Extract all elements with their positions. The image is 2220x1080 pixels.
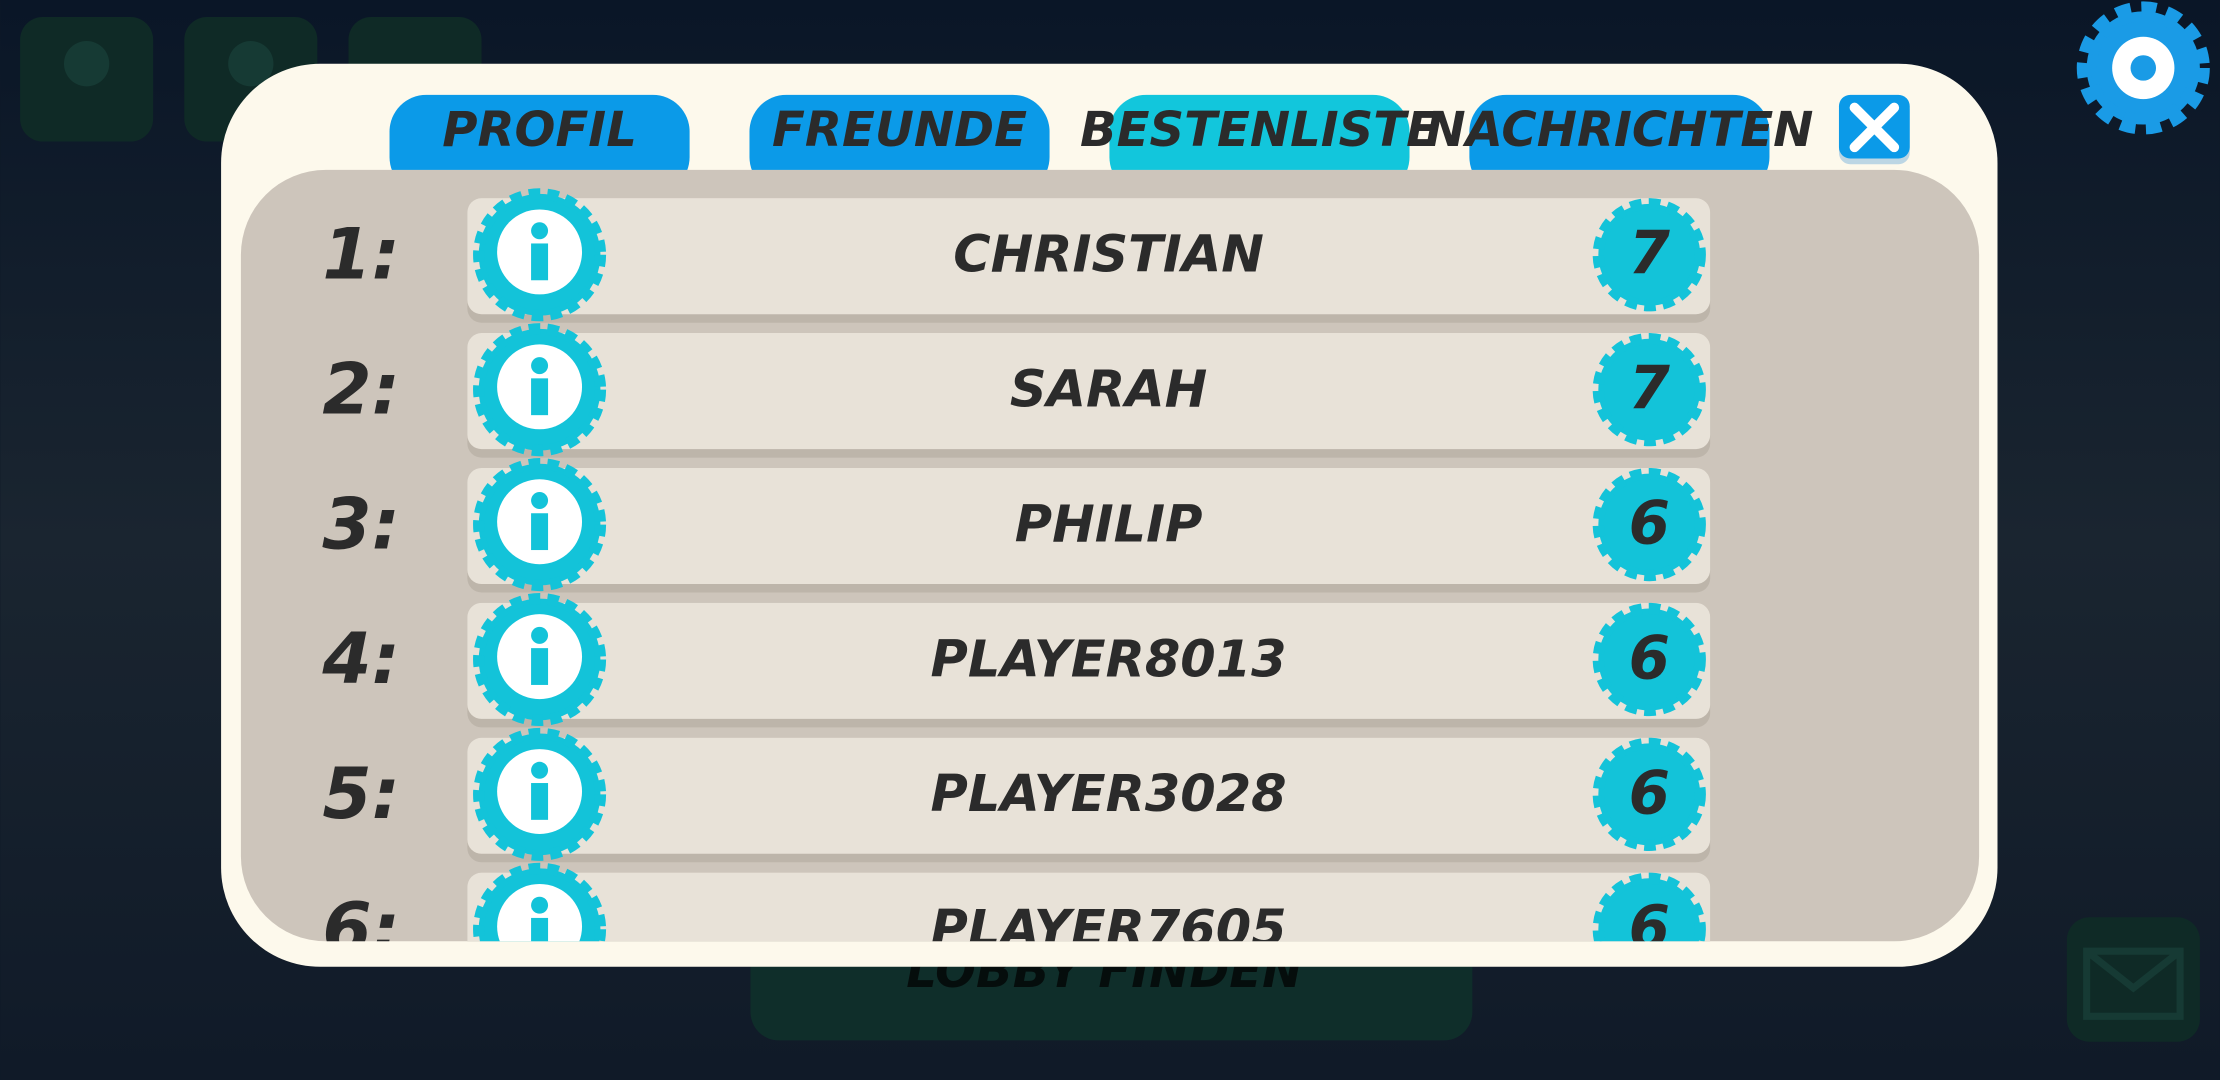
row-bg [467,333,1711,450]
tab-bg [749,94,1050,194]
close-button[interactable] [1838,94,1910,165]
info-dot [531,492,549,510]
score: 6 [1629,894,1670,963]
info-dot [531,222,549,240]
info-stem [531,378,549,416]
icon [228,41,274,87]
row-bg [467,737,1711,854]
tab-bg [1469,94,1770,194]
mail-icon [2083,947,2184,1020]
leaderboard-row: 3: PHILIP 6 [322,458,1711,593]
rank: 6: [322,887,400,970]
score-badge [1592,602,1706,717]
info-stem [531,917,549,942]
player-name: PLAYER7605 [931,900,1287,959]
tab[interactable]: PROFIL [389,94,690,194]
score-badge [1592,737,1706,851]
player-name: PHILIP [1015,495,1203,554]
score-badge [1592,467,1706,582]
close-icon [1849,102,1900,153]
score: 7 [1629,220,1671,289]
leaderboard-row: 6: PLAYER7605 6 [322,862,1711,990]
info-button[interactable] [473,592,607,726]
leaderboard-row: 1: CHRISTIAN 7 [322,188,1711,323]
tab[interactable]: FREUNDE [749,94,1050,194]
player-name: SARAH [1010,361,1207,420]
rank: 1: [322,213,400,296]
info-dot [531,761,549,779]
tab-bg [1109,94,1410,194]
info-button[interactable] [473,862,607,990]
row-bg [467,198,1711,315]
rank: 4: [321,617,400,700]
info-button[interactable] [473,458,607,592]
gear-hole [2130,55,2157,81]
info-dot [531,626,549,644]
info-button[interactable] [473,727,607,861]
info-dot [531,357,549,375]
info-stem [531,648,549,685]
player-name: PLAYER3028 [931,765,1287,824]
score-badge [1592,198,1706,312]
info-stem [531,783,549,820]
icon [63,41,110,87]
player-name: PLAYER8013 [931,630,1287,689]
score-badge [1592,333,1706,447]
info-dot [531,896,549,914]
score: 6 [1629,759,1670,828]
row-bg [467,872,1711,942]
row-bg [467,467,1711,585]
rank: 3: [322,482,400,565]
tab[interactable]: NACHRICHTEN [1425,94,1813,194]
leaderboard: 1: CHRISTIAN 7 2: SARAH 7 3: PHILIP 6 4: PLAYER801… [321,188,1711,990]
info-button[interactable] [473,323,607,457]
rank: 5: [322,752,400,835]
score-badge [1592,872,1706,942]
info-stem [531,243,549,281]
tab-bg [389,94,690,194]
score: 7 [1629,355,1671,424]
score: 6 [1629,490,1670,559]
tab-label: FREUNDE [772,102,1027,158]
rank: 2: [322,347,400,430]
info-stem [531,513,549,551]
leaderboard-row: 4: PLAYER8013 6 [321,592,1711,728]
info-button[interactable] [473,188,607,322]
leaderboard-row: 5: PLAYER3028 6 [322,727,1711,863]
row-bg [467,602,1711,719]
tab-label: PROFIL [442,102,637,158]
score: 6 [1629,624,1670,693]
tab-label: NACHRICHTEN [1425,102,1813,158]
player-name: CHRISTIAN [953,226,1264,285]
tab-label: BESTENLISTE [1080,102,1439,158]
tab[interactable]: BESTENLISTE [1080,94,1439,194]
settings-button[interactable] [2076,1,2210,135]
leaderboard-row: 2: SARAH 7 [322,323,1711,458]
